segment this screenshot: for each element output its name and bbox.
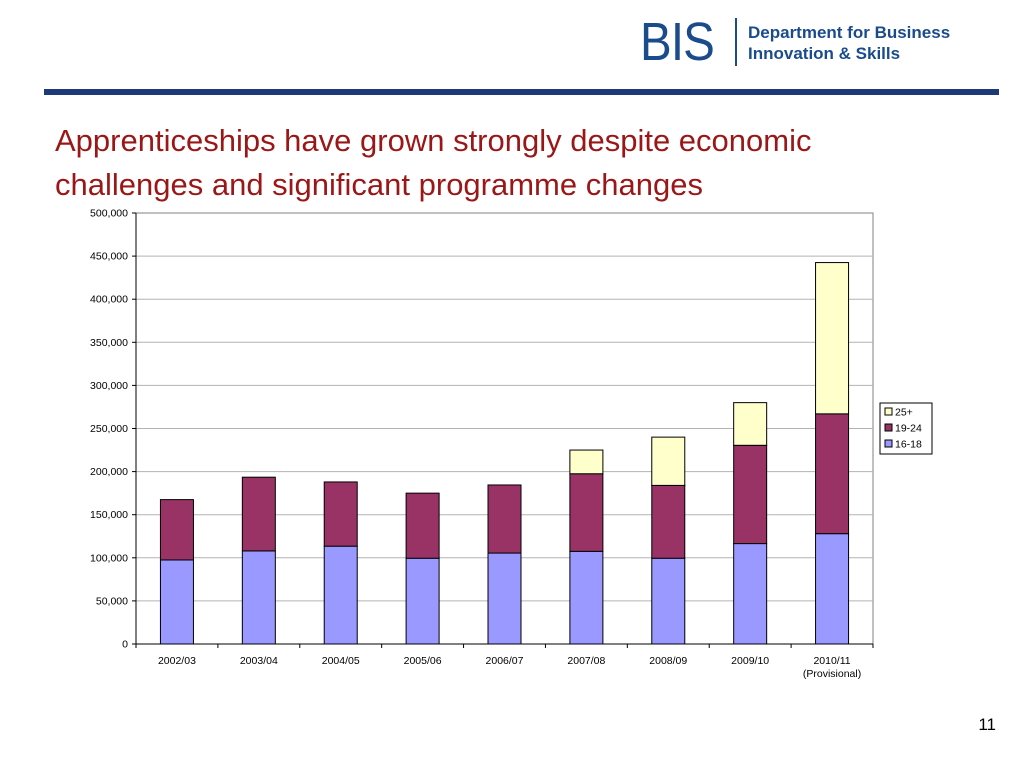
bar-19-24-2003/04 (241, 476, 276, 552)
department-line-1: Department for Business (748, 23, 951, 42)
x-tick-label: 2002/03 (158, 655, 196, 667)
bar-19-24-2006/07 (487, 484, 522, 554)
department-name: Department for Business Innovation & Ski… (748, 22, 950, 64)
bar-25+-2008/09 (651, 436, 686, 486)
x-tick-label: 2006/07 (486, 655, 524, 667)
bar-19-24-2002/03 (159, 499, 194, 561)
slide-title: Apprenticeships have grown strongly desp… (55, 123, 812, 202)
y-tick-label: 350,000 (90, 337, 128, 349)
x-tick-label: 2009/10 (731, 655, 769, 667)
x-tick-label: 2010/11 (813, 655, 850, 667)
x-tick-label: 2008/09 (649, 655, 687, 667)
legend-swatch-19-24 (884, 423, 893, 432)
legend-swatch-25+ (884, 407, 893, 416)
legend-label-19-24: 19-24 (895, 423, 922, 435)
y-tick-label: 200,000 (90, 466, 128, 478)
bar-19-24-2005/06 (405, 492, 440, 559)
bar-25+-2009/10 (733, 402, 768, 446)
bar-16-18-2010/11 (815, 533, 850, 645)
bis-logo-letters: BIS (640, 12, 715, 72)
bar-16-18-2002/03 (159, 559, 194, 645)
x-tick-sublabel: (Provisional) (803, 668, 861, 680)
x-tick-label: 2004/05 (322, 655, 360, 667)
y-tick-label: 450,000 (90, 251, 128, 263)
bar-16-18-2005/06 (405, 557, 440, 645)
legend-label-16-18: 16-18 (895, 439, 922, 451)
bar-19-24-2007/08 (569, 473, 604, 552)
bar-16-18-2008/09 (651, 557, 686, 645)
logo-divider (735, 18, 737, 66)
department-line-2: Innovation & Skills (748, 44, 901, 63)
y-tick-label: 300,000 (90, 380, 128, 392)
x-tick-label: 2005/06 (404, 655, 442, 667)
bar-19-24-2009/10 (733, 444, 768, 545)
legend-swatch-16-18 (884, 439, 893, 448)
y-tick-label: 150,000 (90, 509, 128, 521)
bar-19-24-2004/05 (323, 481, 358, 547)
y-tick-label: 0 (122, 639, 128, 651)
bar-19-24-2010/11 (815, 413, 850, 535)
header-rule (44, 89, 999, 95)
bar-16-18-2006/07 (487, 552, 522, 645)
y-tick-label: 50,000 (96, 595, 128, 607)
bar-25+-2010/11 (815, 262, 850, 415)
bar-16-18-2004/05 (323, 545, 358, 645)
legend-label-25+: 25+ (895, 407, 913, 419)
y-tick-label: 500,000 (90, 208, 128, 220)
x-tick-label: 2003/04 (240, 655, 278, 667)
bar-19-24-2008/09 (651, 484, 686, 559)
y-tick-label: 100,000 (90, 552, 128, 564)
bar-16-18-2003/04 (241, 550, 276, 645)
x-tick-label: 2007/08 (567, 655, 605, 667)
bar-16-18-2007/08 (569, 550, 604, 645)
bar-25+-2007/08 (569, 449, 604, 475)
page-number: 11 (978, 715, 996, 734)
y-tick-label: 400,000 (90, 294, 128, 306)
y-tick-label: 250,000 (90, 423, 128, 435)
bar-16-18-2009/10 (733, 543, 768, 645)
